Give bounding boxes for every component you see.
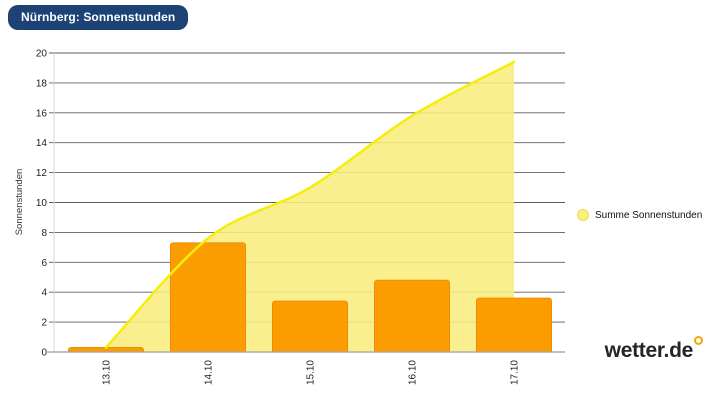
y-tick-label: 14 — [36, 138, 48, 149]
sun-dot-icon — [694, 336, 703, 345]
x-tick-label: 16.10 — [408, 360, 419, 385]
x-tick-label: 15.10 — [306, 360, 317, 385]
y-tick-label: 12 — [36, 168, 48, 179]
y-tick-label: 16 — [36, 108, 48, 119]
y-tick-label: 4 — [41, 288, 47, 299]
bar-15.10[interactable] — [272, 300, 348, 353]
location-title-badge: Nürnberg: Sonnenstunden — [8, 5, 189, 30]
bar-14.10[interactable] — [170, 242, 246, 353]
y-tick-label: 8 — [41, 228, 47, 239]
legend[interactable]: Summe Sonnenstunden — [577, 209, 702, 221]
y-tick-label: 0 — [41, 348, 47, 359]
logo-text: wetter.de — [604, 339, 694, 362]
y-tick-label: 18 — [36, 78, 48, 89]
y-tick-label: 2 — [41, 318, 47, 329]
line-summe-sonnenstunden[interactable] — [104, 60, 516, 349]
wetter-de-logo: wetter.de — [605, 336, 703, 363]
x-tick-label: 13.10 — [102, 360, 113, 385]
bar-16.10[interactable] — [374, 279, 450, 353]
bar-17.10[interactable] — [476, 297, 552, 353]
y-tick-label: 6 — [41, 258, 47, 269]
legend-swatch-summe-sonnenstunden — [577, 209, 589, 221]
y-tick-label: 10 — [36, 198, 48, 209]
bar-13.10[interactable] — [68, 347, 144, 353]
x-tick-label: 17.10 — [510, 360, 521, 385]
y-tick-label: 20 — [36, 49, 48, 60]
x-tick-label: 14.10 — [204, 360, 215, 385]
legend-label: Summe Sonnenstunden — [595, 209, 703, 221]
